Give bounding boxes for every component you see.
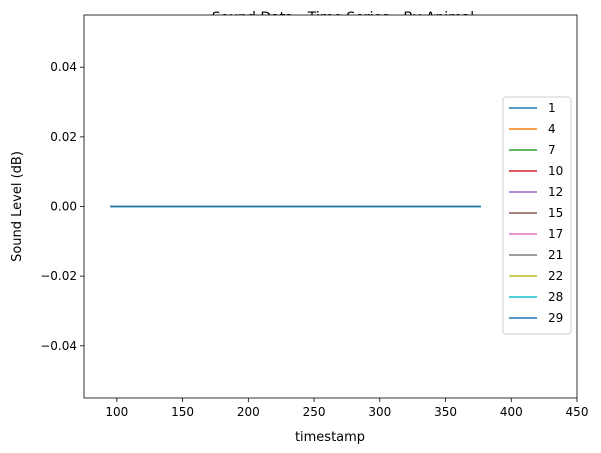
- x-axis: 100 150 200 250 300 350 400 450: [105, 398, 588, 419]
- legend-label-7: 7: [548, 143, 556, 157]
- x-tick-label: 250: [303, 405, 326, 419]
- y-tick-label: −0.04: [40, 339, 77, 353]
- y-tick-label: −0.02: [40, 269, 77, 283]
- legend-label-15: 15: [548, 206, 563, 220]
- legend-label-21: 21: [548, 248, 563, 262]
- legend-label-29: 29: [548, 311, 563, 325]
- legend-label-28: 28: [548, 290, 563, 304]
- legend-label-4: 4: [548, 122, 556, 136]
- x-tick-label: 300: [368, 405, 391, 419]
- y-axis: −0.04 −0.02 0.00 0.02 0.04: [40, 60, 84, 353]
- legend-label-1: 1: [548, 101, 556, 115]
- x-tick-label: 100: [105, 405, 128, 419]
- legend-label-17: 17: [548, 227, 563, 241]
- x-tick-label: 450: [566, 405, 589, 419]
- legend: 1 4 7 10 12 15 17 21 22 28 29: [502, 96, 572, 335]
- legend-label-10: 10: [548, 164, 563, 178]
- x-tick-label: 350: [434, 405, 457, 419]
- legend-label-12: 12: [548, 185, 563, 199]
- y-tick-label: 0.00: [50, 200, 77, 214]
- legend-label-22: 22: [548, 269, 563, 283]
- plot-frame: [83, 14, 578, 399]
- legend-box: [502, 96, 572, 335]
- y-axis-label: Sound Level (dB): [10, 151, 25, 262]
- x-tick-label: 200: [237, 405, 260, 419]
- y-tick-label: 0.04: [50, 60, 77, 74]
- y-tick-label: 0.02: [50, 130, 77, 144]
- x-tick-label: 150: [171, 405, 194, 419]
- x-axis-label: timestamp: [295, 430, 365, 445]
- x-tick-label: 400: [500, 405, 523, 419]
